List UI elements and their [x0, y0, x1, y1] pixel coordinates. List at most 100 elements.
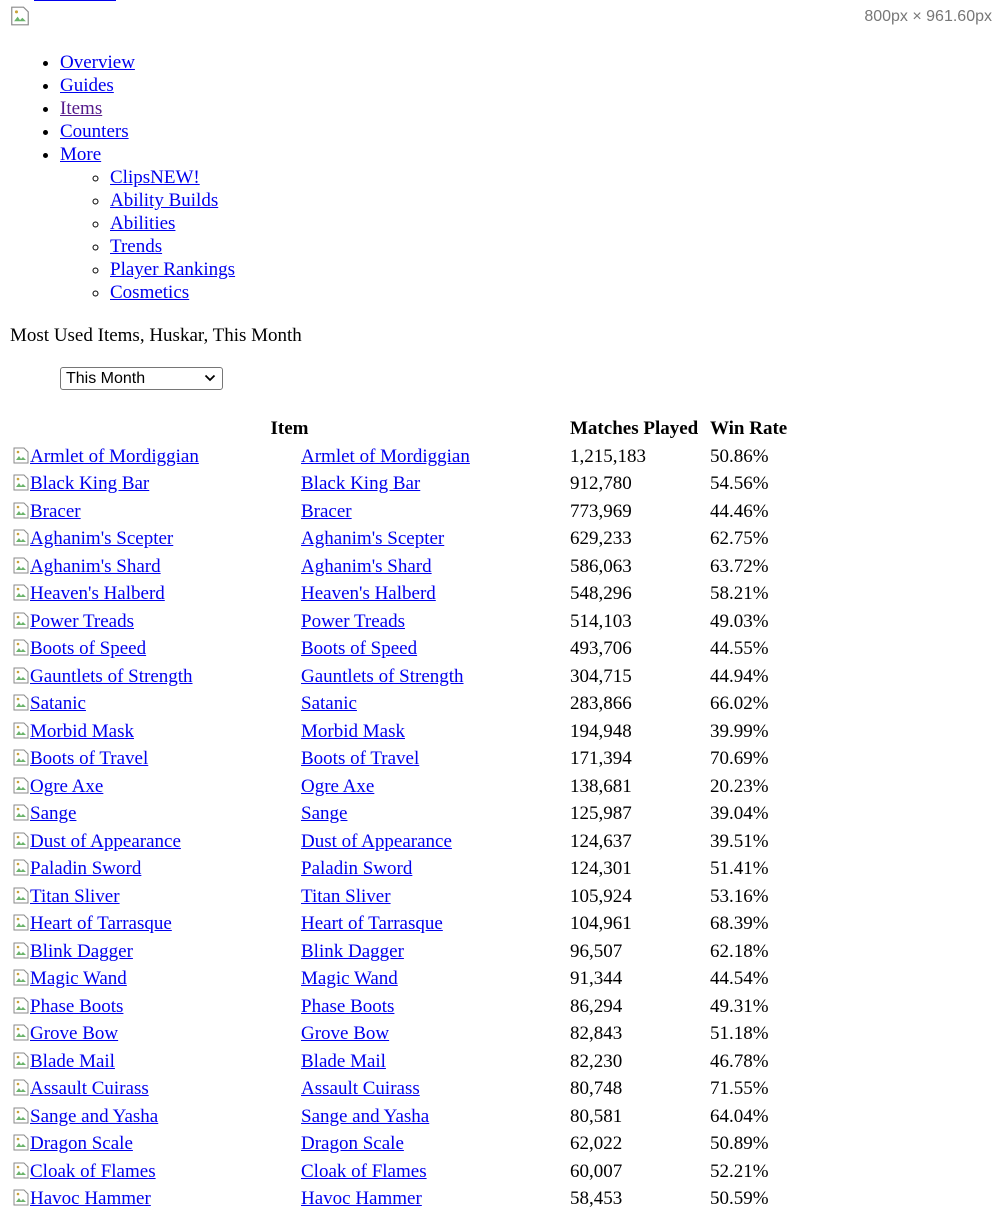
- matches-played-cell: 60,007: [569, 1158, 707, 1186]
- item-image-link[interactable]: Satanic: [13, 693, 86, 714]
- item-image-link[interactable]: Magic Wand: [13, 968, 127, 989]
- item-image-alt: Black King Bar: [30, 473, 149, 494]
- item-image-link[interactable]: Gauntlets of Strength: [13, 666, 193, 687]
- item-image-link[interactable]: Black King Bar: [13, 473, 149, 494]
- item-name-link[interactable]: Blink Dagger: [301, 941, 404, 962]
- item-name-link[interactable]: Heart of Tarrasque: [301, 913, 443, 934]
- submenu-link-clips[interactable]: ClipsNEW!: [110, 167, 200, 188]
- item-name-link[interactable]: Magic Wand: [301, 968, 398, 989]
- item-name-link[interactable]: Phase Boots: [301, 996, 394, 1017]
- item-name-link[interactable]: Boots of Speed: [301, 638, 417, 659]
- item-name-cell: Paladin Sword: [300, 856, 567, 884]
- nav-link-items[interactable]: Items: [60, 98, 102, 119]
- item-image-link[interactable]: Bracer: [13, 501, 81, 522]
- matches-played-cell: 80,748: [569, 1076, 707, 1104]
- item-name-link[interactable]: Power Treads: [301, 611, 405, 632]
- nav-link-guides[interactable]: Guides: [60, 75, 114, 96]
- item-image-link[interactable]: Boots of Speed: [13, 638, 146, 659]
- item-image-link[interactable]: Grove Bow: [13, 1023, 118, 1044]
- item-image-link[interactable]: Sange: [13, 803, 76, 824]
- item-image-cell: Havoc Hammer: [12, 1186, 298, 1213]
- item-name-link[interactable]: Boots of Travel: [301, 748, 419, 769]
- item-name-link[interactable]: Black King Bar: [301, 473, 420, 494]
- page-heading: Most Used Items, Huskar, This Month: [10, 324, 302, 347]
- item-name-link[interactable]: Assault Cuirass: [301, 1078, 420, 1099]
- item-name-link[interactable]: Cloak of Flames: [301, 1161, 427, 1182]
- item-image-link[interactable]: Power Treads: [13, 611, 134, 632]
- submenu-link-cosmetics[interactable]: Cosmetics: [110, 282, 189, 303]
- item-name-cell: Power Treads: [300, 608, 567, 636]
- item-name-link[interactable]: Ogre Axe: [301, 776, 374, 797]
- item-image-link[interactable]: Armlet of Mordiggian: [13, 446, 199, 467]
- submenu-link-ability-builds[interactable]: Ability Builds: [110, 190, 218, 211]
- item-name-link[interactable]: Havoc Hammer: [301, 1188, 422, 1209]
- item-image-link[interactable]: Titan Sliver: [13, 886, 120, 907]
- item-image-link[interactable]: Dragon Scale: [13, 1133, 133, 1154]
- item-image-link[interactable]: Dust of Appearance: [13, 831, 181, 852]
- item-image-link[interactable]: Ogre Axe: [13, 776, 103, 797]
- item-image-link[interactable]: Boots of Travel: [13, 748, 148, 769]
- logo-link-underline[interactable]: [34, 0, 116, 1]
- win-rate-cell: 44.46%: [709, 498, 801, 526]
- broken-image-icon: [13, 942, 29, 959]
- item-name-link[interactable]: Dragon Scale: [301, 1133, 404, 1154]
- item-name-link[interactable]: Dust of Appearance: [301, 831, 452, 852]
- broken-image-icon[interactable]: [10, 6, 30, 26]
- item-image-link[interactable]: Heart of Tarrasque: [13, 913, 172, 934]
- item-image-link[interactable]: Sange and Yasha: [13, 1106, 158, 1127]
- item-name-cell: Phase Boots: [300, 993, 567, 1021]
- item-name-link[interactable]: Morbid Mask: [301, 721, 405, 742]
- item-image-alt: Heart of Tarrasque: [30, 913, 172, 934]
- item-image-link[interactable]: Paladin Sword: [13, 858, 141, 879]
- item-name-link[interactable]: Sange and Yasha: [301, 1106, 429, 1127]
- item-name-link[interactable]: Blade Mail: [301, 1051, 386, 1072]
- nav-link-counters[interactable]: Counters: [60, 121, 129, 142]
- item-name-link[interactable]: Sange: [301, 803, 347, 824]
- item-image-cell: Satanic: [12, 691, 298, 719]
- item-image-alt: Power Treads: [30, 611, 134, 632]
- broken-image-icon: [13, 804, 29, 821]
- item-name-link[interactable]: Titan Sliver: [301, 886, 391, 907]
- matches-played-cell: 125,987: [569, 801, 707, 829]
- item-name-link[interactable]: Grove Bow: [301, 1023, 389, 1044]
- item-image-cell: Blink Dagger: [12, 938, 298, 966]
- submenu-link-abilities[interactable]: Abilities: [110, 213, 175, 234]
- item-image-link[interactable]: Blink Dagger: [13, 941, 133, 962]
- item-name-link[interactable]: Gauntlets of Strength: [301, 666, 464, 687]
- item-name-link[interactable]: Bracer: [301, 501, 352, 522]
- item-image-link[interactable]: Morbid Mask: [13, 721, 134, 742]
- item-image-alt: Sange: [30, 803, 76, 824]
- item-image-link[interactable]: Aghanim's Shard: [13, 556, 161, 577]
- item-image-link[interactable]: Heaven's Halberd: [13, 583, 165, 604]
- nav-link-more[interactable]: More: [60, 144, 101, 165]
- item-image-link[interactable]: Aghanim's Scepter: [13, 528, 173, 549]
- item-name-link[interactable]: Armlet of Mordiggian: [301, 446, 470, 467]
- win-rate-cell: 62.75%: [709, 526, 801, 554]
- item-name-link[interactable]: Aghanim's Shard: [301, 556, 432, 577]
- nav-item-counters: Counters: [60, 120, 235, 143]
- item-name-link[interactable]: Heaven's Halberd: [301, 583, 436, 604]
- item-name-link[interactable]: Aghanim's Scepter: [301, 528, 444, 549]
- item-image-link[interactable]: Assault Cuirass: [13, 1078, 149, 1099]
- item-image-cell: Heart of Tarrasque: [12, 911, 298, 939]
- win-rate-cell: 51.41%: [709, 856, 801, 884]
- item-image-link[interactable]: Phase Boots: [13, 996, 123, 1017]
- broken-image-icon: [13, 529, 29, 546]
- time-period-select[interactable]: This Month: [60, 367, 223, 390]
- nav-item-guides: Guides: [60, 74, 235, 97]
- item-name-link[interactable]: Satanic: [301, 693, 357, 714]
- item-image-link[interactable]: Havoc Hammer: [13, 1188, 151, 1209]
- item-image-link[interactable]: Cloak of Flames: [13, 1161, 156, 1182]
- submenu-link-trends[interactable]: Trends: [110, 236, 162, 257]
- item-image-link[interactable]: Blade Mail: [13, 1051, 115, 1072]
- item-name-link[interactable]: Paladin Sword: [301, 858, 412, 879]
- item-image-cell: Assault Cuirass: [12, 1076, 298, 1104]
- submenu-link-player-rankings[interactable]: Player Rankings: [110, 259, 235, 280]
- nav-link-overview[interactable]: Overview: [60, 52, 135, 73]
